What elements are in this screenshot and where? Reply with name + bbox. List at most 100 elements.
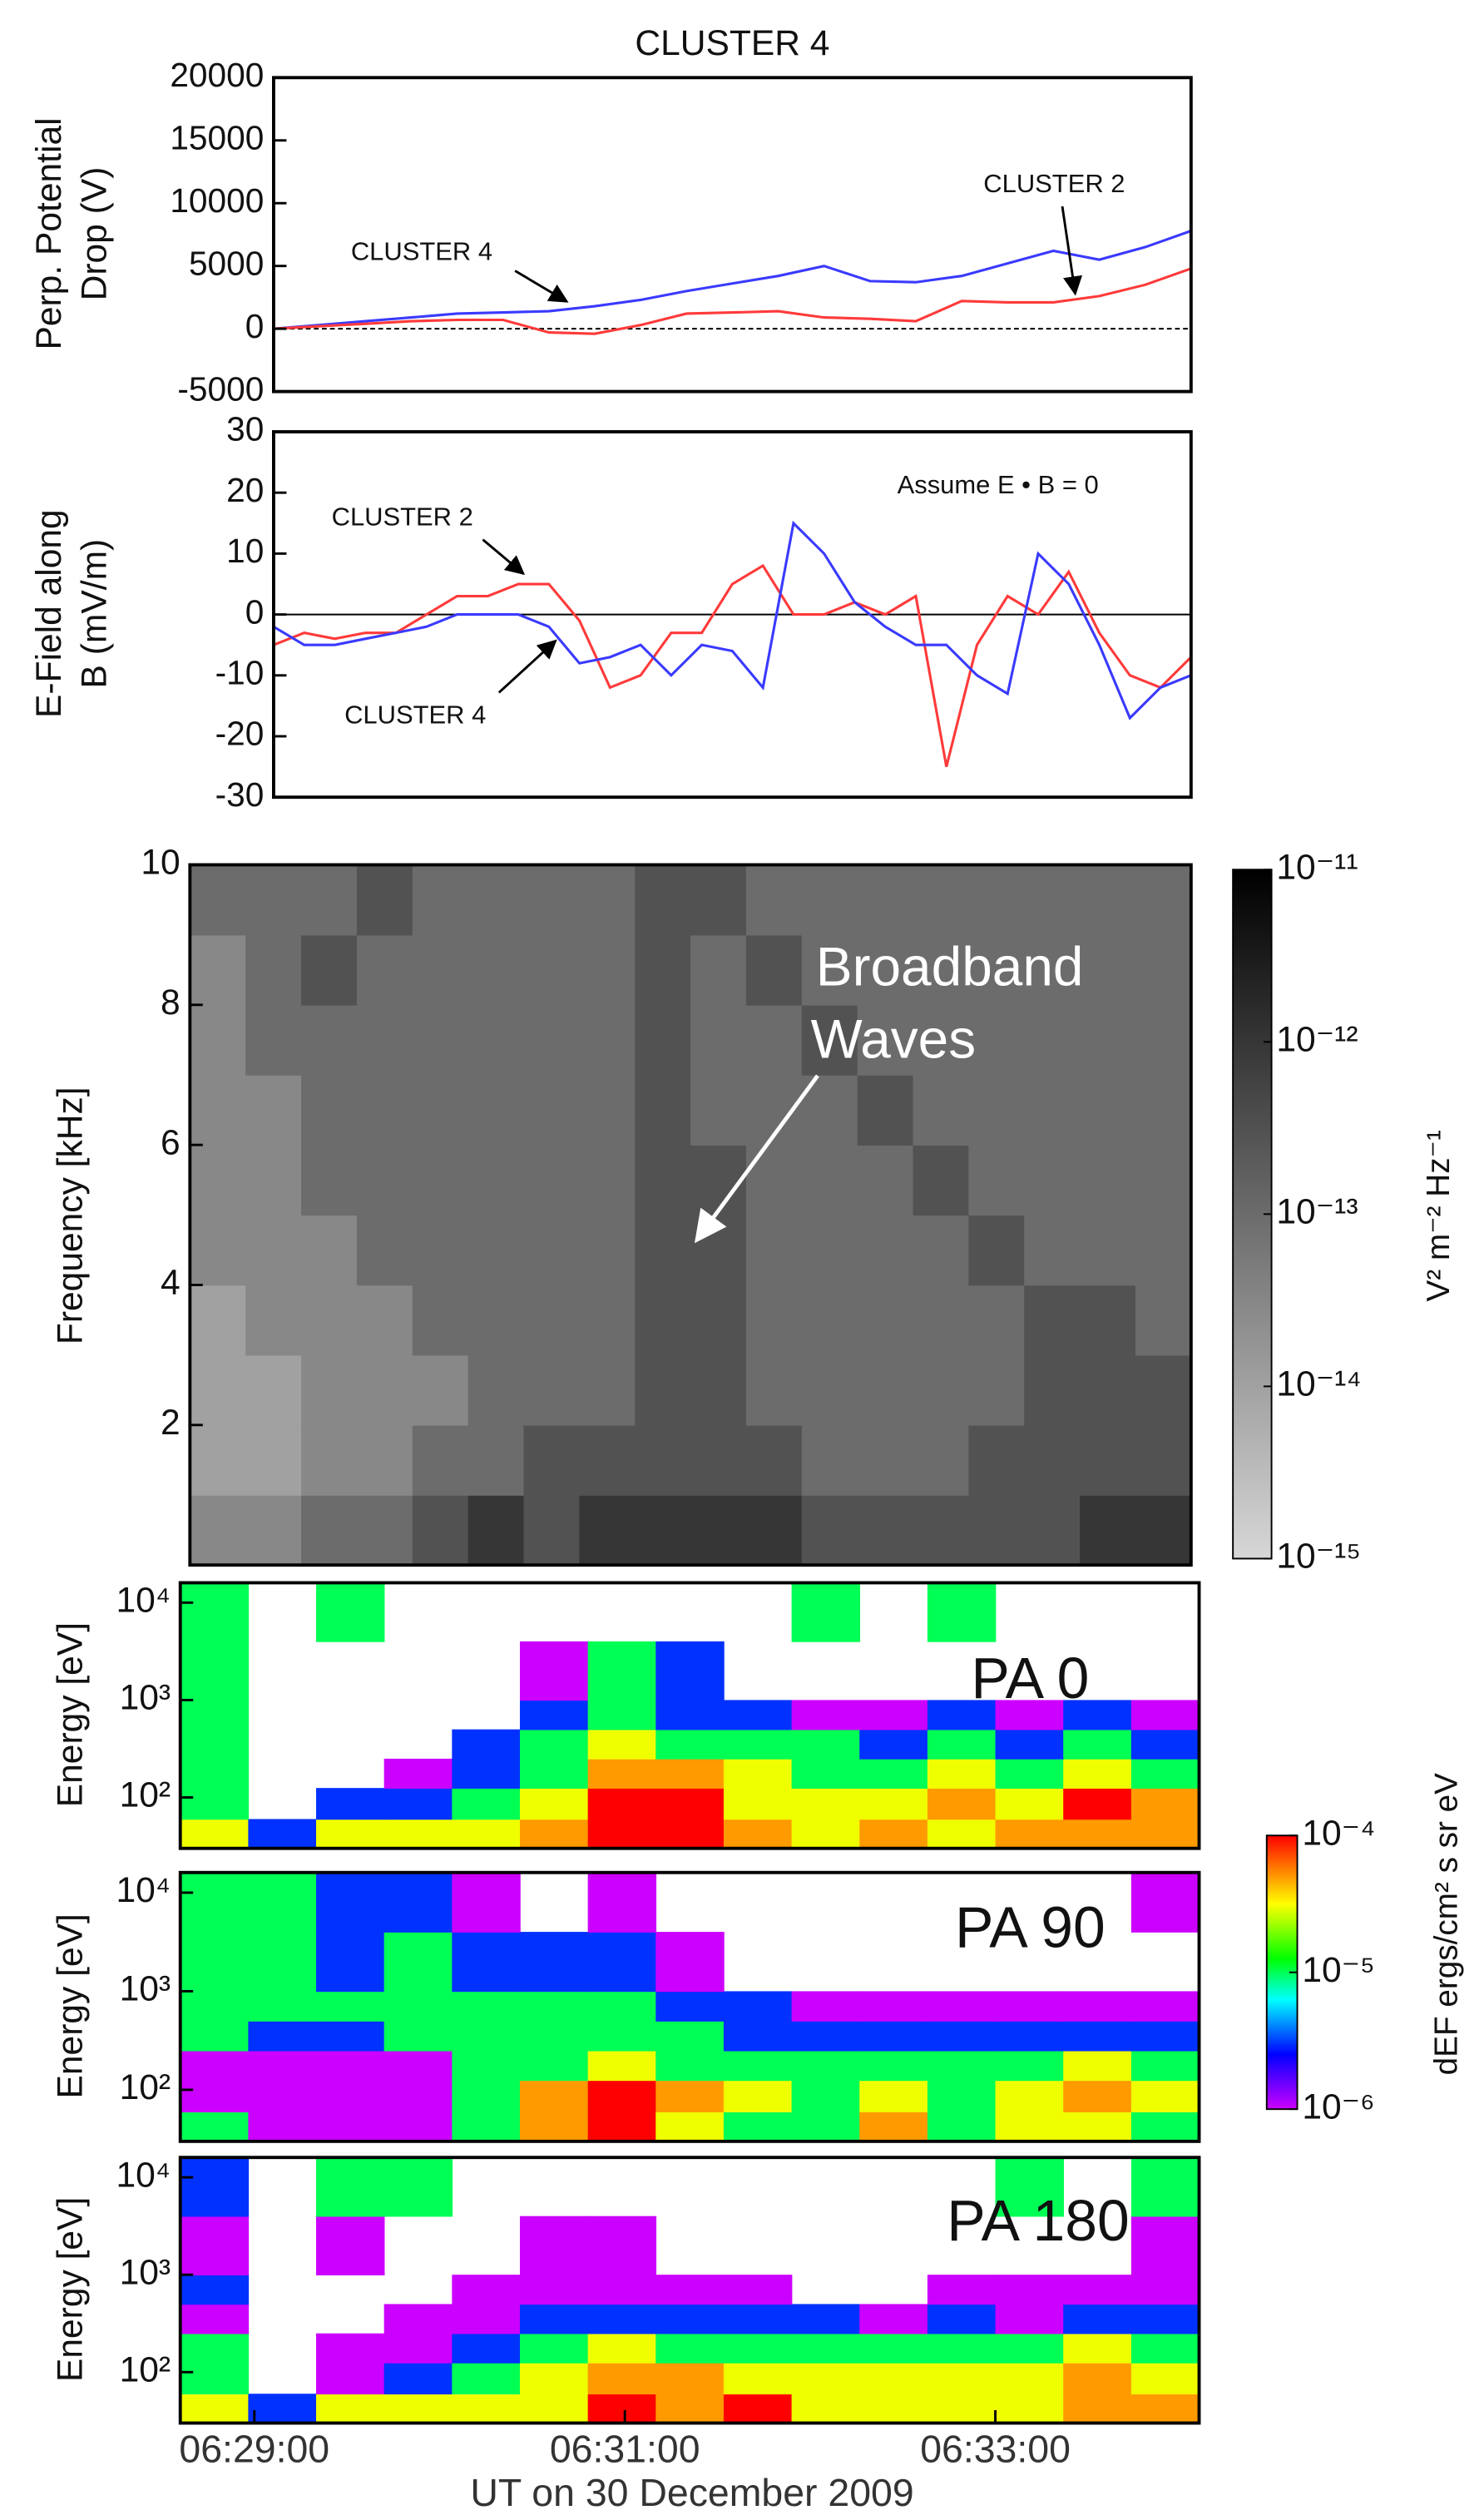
heat-cell: [1080, 1494, 1136, 1566]
heat-cell: [316, 2157, 385, 2217]
heat-cell: [635, 864, 691, 936]
x-axis-label: UT on 30 December 2009: [470, 2471, 913, 2514]
heat-cell: [301, 1285, 358, 1356]
heat-cell: [635, 1145, 691, 1216]
heat-cell: [452, 1788, 521, 1820]
heat-cell: [690, 1354, 747, 1426]
heat-cell: [190, 1285, 246, 1356]
heat-cell: [1063, 1758, 1132, 1789]
heat-cell: [927, 2021, 997, 2052]
heat-cell: [579, 864, 636, 936]
heat-cell: [180, 1991, 250, 2022]
heat-cell: [655, 2050, 725, 2082]
heat-cell: [857, 864, 914, 936]
heat-cell: [245, 864, 302, 936]
x-tick-label: 06:31:00: [550, 2428, 700, 2471]
heat-cell: [523, 1074, 581, 1146]
heat-cell: [857, 1145, 914, 1216]
series-annotation: CLUSTER 2: [983, 169, 1125, 198]
heat-cell: [995, 2112, 1064, 2142]
heat-cell: [452, 1758, 521, 1789]
heat-cell: [383, 2362, 453, 2395]
heat-cell: [248, 1872, 317, 1933]
heat-cell: [180, 1582, 250, 1642]
heat-cell: [587, 2394, 657, 2424]
heat-cell: [519, 2080, 589, 2112]
heat-cell: [467, 1145, 525, 1216]
y-axis-label: E-Field along: [29, 509, 69, 718]
heat-cell: [655, 2304, 725, 2334]
heat-cell: [383, 1991, 453, 2022]
heat-cell: [587, 1991, 657, 2022]
colorbar-tick-label: 10⁻¹¹: [1276, 848, 1358, 888]
plot-frame: [178, 1581, 1201, 1850]
heat-cell: [301, 1074, 358, 1146]
heat-cell: [1080, 1074, 1136, 1146]
heat-cell: [356, 934, 413, 1006]
heat-cell: [452, 2112, 521, 2142]
heat-cell: [655, 2112, 725, 2142]
heat-cell: [316, 2394, 385, 2424]
heat-cell: [523, 1494, 581, 1566]
heat-cell: [452, 1932, 521, 1993]
heat-cell: [180, 2080, 250, 2112]
heat-cell: [801, 1145, 858, 1216]
heat-cell: [248, 2021, 317, 2052]
heat-cell: [690, 1424, 747, 1496]
heat-cell: [927, 2394, 997, 2424]
heat-cell: [523, 934, 581, 1006]
heat-cell: [519, 1758, 589, 1789]
heat-cell: [927, 2080, 997, 2112]
y-tick-label: 10³: [120, 1678, 171, 1718]
heat-cell: [690, 864, 747, 936]
heat-cell: [301, 1215, 358, 1286]
y-tick-label: 10²: [120, 2067, 171, 2107]
plot-frame: [188, 863, 1193, 1567]
heat-cell: [859, 2112, 928, 2142]
heat-cell: [857, 1354, 914, 1426]
heat-cell: [1135, 1285, 1192, 1356]
y-tick-label: 20000: [170, 56, 264, 94]
heat-cell: [723, 2112, 793, 2142]
y-tick-label: 20: [226, 471, 264, 509]
heat-cell: [1135, 1004, 1192, 1076]
heat-cell: [1130, 1872, 1200, 1933]
heat-cell: [383, 2157, 453, 2217]
heat-cell: [995, 2394, 1064, 2424]
heat-cell: [412, 864, 469, 936]
heat-cell: [859, 2021, 928, 2052]
heat-cell: [180, 2304, 250, 2334]
heat-cell: [859, 1700, 928, 1730]
heat-cell: [995, 2275, 1064, 2305]
heat-cell: [519, 1819, 589, 1849]
heat-cell: [519, 1700, 589, 1730]
heat-cell: [723, 2394, 793, 2424]
plot-frame: [178, 2156, 1201, 2425]
heat-cell: [723, 2080, 793, 2112]
heat-cell: [655, 1819, 725, 1849]
heat-cell: [587, 2304, 657, 2334]
heat-cell: [859, 1788, 928, 1820]
heat-cell: [723, 1758, 793, 1789]
y-tick-label: 0: [245, 592, 265, 631]
heat-cell: [587, 2112, 657, 2142]
heat-cell: [467, 1494, 525, 1566]
heat-cell: [180, 1729, 250, 1760]
heat-cell: [690, 1074, 747, 1146]
heat-cell: [190, 864, 246, 936]
heat-cell: [791, 2112, 861, 2142]
heat-cell: [248, 1991, 317, 2022]
heat-cell: [245, 1145, 302, 1216]
heat-cell: [801, 1354, 858, 1426]
heat-cell: [316, 2216, 385, 2275]
heat-cell: [927, 2275, 997, 2305]
heat-cell: [857, 1424, 914, 1496]
heat-cell: [927, 1991, 997, 2022]
heat-cell: [1130, 1788, 1200, 1820]
heat-cell: [1130, 1758, 1200, 1789]
heat-cell: [316, 2333, 385, 2364]
heat-cell: [1063, 2112, 1132, 2142]
heat-cell: [745, 1145, 803, 1216]
heat-cell: [791, 2080, 861, 2112]
heat-cell: [452, 2021, 521, 2052]
